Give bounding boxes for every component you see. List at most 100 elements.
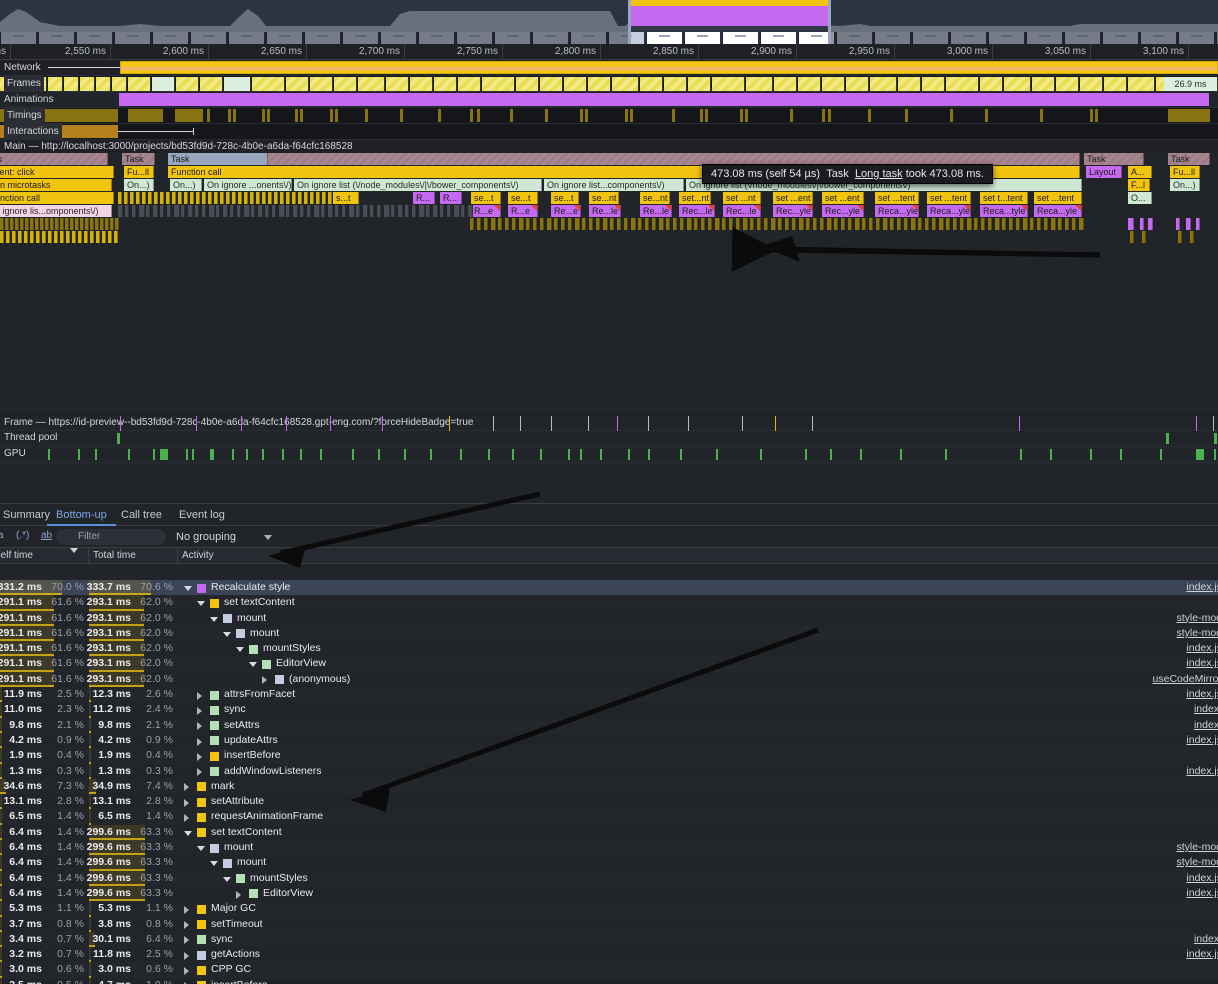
flame-event-micro[interactable]: [1065, 218, 1069, 230]
flame-event[interactable]: Fu...ll: [124, 166, 154, 178]
frame-block[interactable]: [252, 77, 285, 91]
flame-event[interactable]: s...t: [333, 192, 359, 204]
filmstrip-thumbnail[interactable]: [608, 32, 644, 44]
chevron-right-icon[interactable]: [197, 691, 202, 700]
frame-marker[interactable]: [382, 416, 383, 431]
filmstrip-thumbnail[interactable]: [380, 32, 416, 44]
flame-event[interactable]: Fu...ll: [1170, 166, 1200, 178]
frame-block[interactable]: [112, 77, 127, 91]
flame-event-micro[interactable]: [300, 205, 304, 217]
frame-block[interactable]: [922, 77, 945, 91]
flame-event[interactable]: O...: [1128, 192, 1152, 204]
frame-marker[interactable]: [1019, 416, 1020, 431]
flame-event-micro[interactable]: [310, 192, 314, 204]
flame-event-micro[interactable]: [1072, 218, 1076, 230]
flame-event[interactable]: set ...ent: [822, 192, 864, 204]
table-row[interactable]: 11.0 ms 2.3 % 11.2 ms 2.4 % sync index.: [0, 702, 1218, 718]
flame-event[interactable]: Task: [1084, 153, 1144, 165]
gpu-marker[interactable]: [232, 449, 234, 460]
flame-event[interactable]: R...: [413, 192, 435, 204]
flame-event-micro[interactable]: [196, 192, 200, 204]
flame-event-micro[interactable]: [195, 205, 199, 217]
timing-block[interactable]: [262, 109, 265, 122]
timing-block[interactable]: [400, 109, 403, 122]
source-link[interactable]: index.js: [1186, 688, 1218, 701]
flame-event-micro[interactable]: [785, 218, 789, 230]
flame-event-micro[interactable]: [904, 218, 908, 230]
flame-event[interactable]: Reca...yle: [927, 205, 971, 217]
chevron-down-icon[interactable]: [197, 601, 205, 607]
flame-event[interactable]: Re...e: [551, 205, 581, 217]
flame-event[interactable]: Rec...yle: [773, 205, 813, 217]
flame-event-micro[interactable]: [60, 231, 64, 243]
flame-event-micro[interactable]: [244, 192, 248, 204]
flame-event[interactable]: Task: [1168, 153, 1210, 165]
flame-event-micro[interactable]: [114, 231, 118, 243]
flame-event-micro[interactable]: [292, 192, 296, 204]
flame-event[interactable]: Re...le: [589, 205, 621, 217]
flame-event-micro[interactable]: [24, 231, 28, 243]
flame-event[interactable]: On ignore list (\/node_modules\/|\/bower…: [294, 179, 542, 191]
details-toolbar[interactable]: a (.*) ab Filter No grouping: [0, 526, 1218, 548]
flame-event-micro[interactable]: [286, 192, 290, 204]
flame-event-micro[interactable]: [911, 218, 916, 230]
gpu-marker[interactable]: [1090, 449, 1092, 460]
gpu-marker[interactable]: [1214, 449, 1216, 460]
flame-event-micro[interactable]: [799, 218, 804, 230]
flame-event-micro[interactable]: [419, 205, 425, 217]
flame-event-micro[interactable]: [426, 205, 430, 217]
flame-event-micro[interactable]: [1037, 218, 1041, 230]
flame-event[interactable]: se...t: [551, 192, 579, 204]
flame-event-micro[interactable]: [722, 218, 726, 230]
filmstrip-thumbnail[interactable]: [874, 32, 910, 44]
frame-block[interactable]: [774, 77, 797, 91]
flame-event[interactable]: On ignore ...onents\/): [204, 179, 292, 191]
chevron-down-icon[interactable]: [210, 861, 218, 867]
flame-event-micro[interactable]: [890, 218, 894, 230]
table-row[interactable]: 6.4 ms 1.4 % 299.6 ms 63.3 % mount style-mod: [0, 855, 1218, 871]
tab-event-log[interactable]: Event log: [179, 509, 225, 521]
gpu-marker[interactable]: [95, 449, 97, 460]
source-link[interactable]: index.js: [1186, 733, 1218, 746]
flame-event-micro[interactable]: [238, 192, 242, 204]
flame-event-micro[interactable]: [172, 192, 176, 204]
flame-event-micro[interactable]: [12, 231, 16, 243]
filmstrip-thumbnail[interactable]: [1216, 32, 1218, 44]
flame-event[interactable]: set ...tent: [1034, 192, 1082, 204]
flame-event-micro[interactable]: [715, 218, 720, 230]
flame-event-micro[interactable]: [80, 218, 84, 230]
flame-event-micro[interactable]: [820, 218, 824, 230]
flame-event-micro[interactable]: [533, 218, 537, 230]
flame-event-micro[interactable]: [855, 218, 860, 230]
timing-block[interactable]: [1090, 109, 1093, 122]
frame-block[interactable]: [516, 77, 539, 91]
flame-event[interactable]: R...: [440, 192, 462, 204]
flame-event-micro[interactable]: [223, 205, 228, 217]
frame-block[interactable]: [152, 77, 175, 91]
column-total-time[interactable]: Total time: [93, 550, 136, 561]
details-tabs[interactable]: Summary Bottom-up Call tree Event log: [0, 504, 1218, 526]
gpu-marker[interactable]: [648, 449, 650, 460]
gpu-marker[interactable]: [128, 449, 130, 460]
column-self-time[interactable]: Self time: [0, 550, 33, 561]
flame-row-0[interactable]: sk Task Task Task Task: [0, 153, 1218, 166]
chevron-down-icon[interactable]: [184, 586, 192, 591]
frame-block[interactable]: [410, 77, 433, 91]
table-row[interactable]: 291.1 ms 61.6 % 293.1 ms 62.0 % mount style-m…: [0, 625, 1218, 642]
flame-event-micro[interactable]: [729, 218, 733, 230]
flame-event-micro[interactable]: [610, 218, 614, 230]
flame-event-micro[interactable]: [42, 231, 46, 243]
frame-marker[interactable]: [551, 416, 552, 431]
flame-event-micro[interactable]: [750, 218, 754, 230]
frame-marker[interactable]: [617, 416, 618, 431]
chevron-down-icon[interactable]: [236, 647, 244, 653]
flame-event-micro[interactable]: [108, 231, 112, 243]
flame-event-micro[interactable]: [447, 205, 451, 217]
table-row[interactable]: 3.0 ms 0.6 % 3.0 ms 0.6 % CPP GC: [0, 962, 1218, 978]
gpu-marker[interactable]: [1050, 449, 1052, 460]
timing-block[interactable]: [335, 109, 338, 122]
flame-event-micro[interactable]: [454, 205, 460, 217]
source-link[interactable]: index.js: [1186, 948, 1218, 961]
source-link[interactable]: index.js: [1186, 886, 1218, 899]
flame-event-micro[interactable]: [60, 218, 64, 230]
